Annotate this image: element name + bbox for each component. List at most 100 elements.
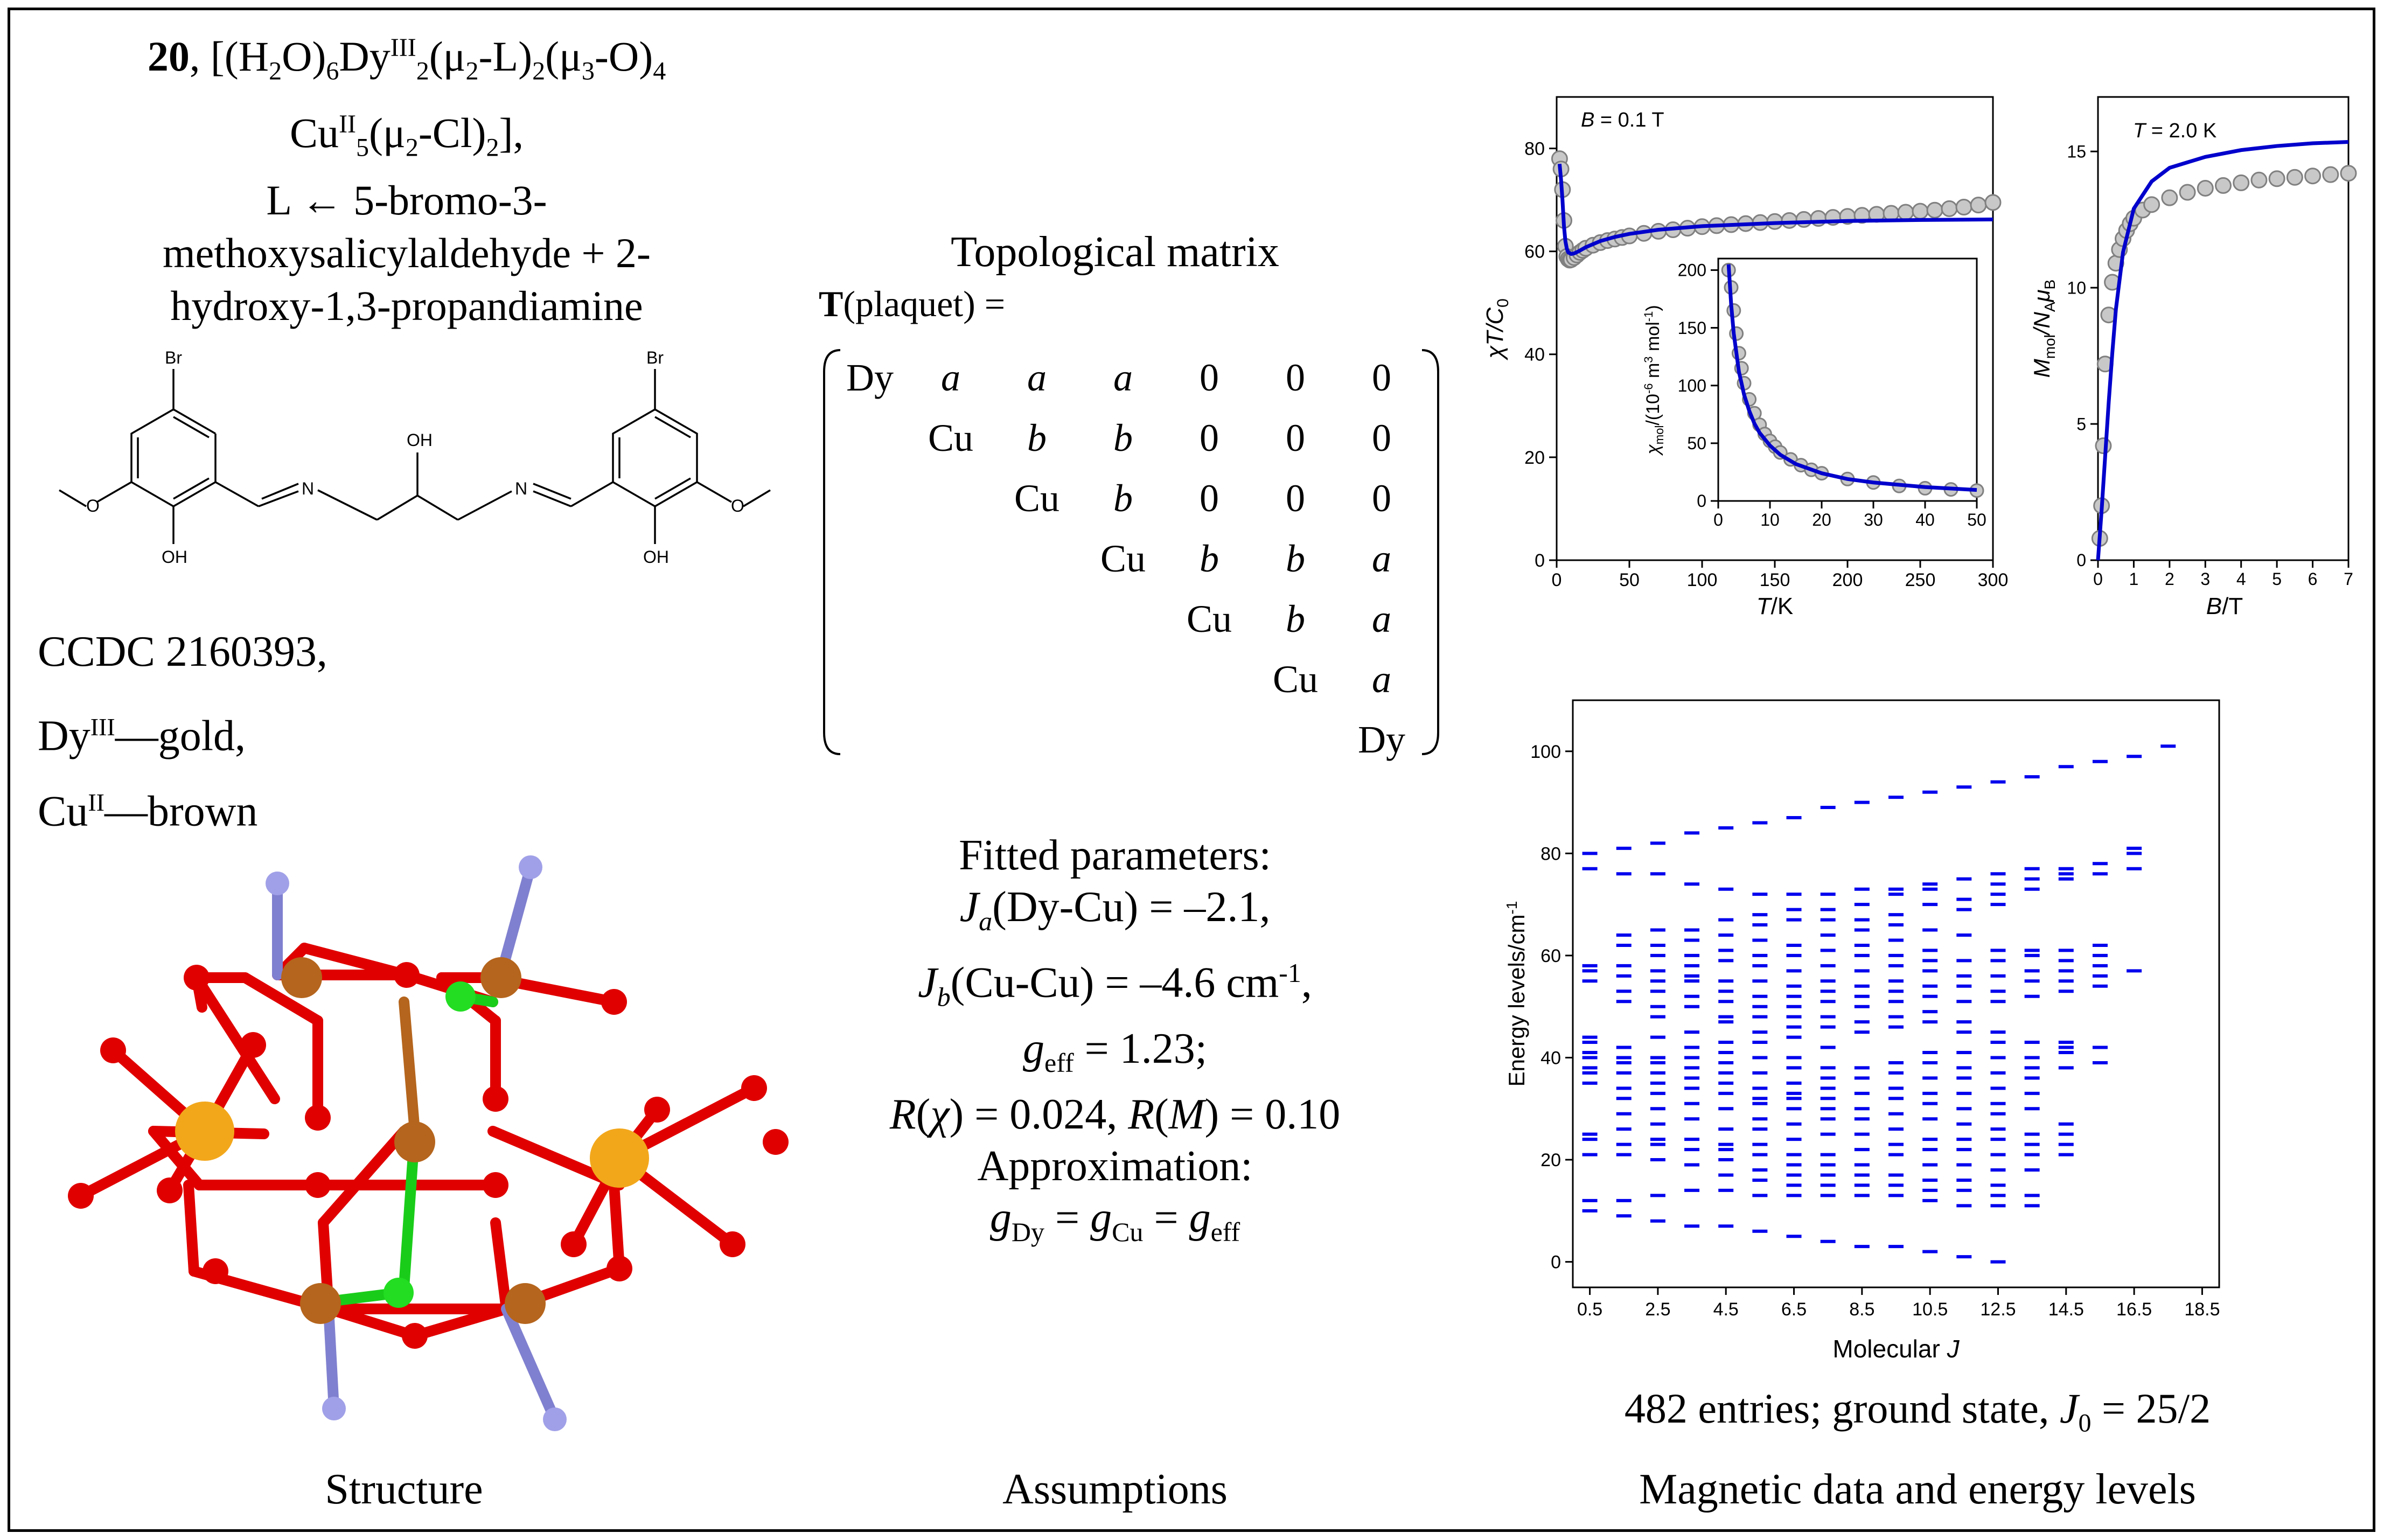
inset-ytick-3: 150 [1678,318,1706,338]
entries-line: 482 entries; ground state, J0 = 25/2 [1624,1385,2211,1438]
energy-xtick-2: 4.5 [1713,1299,1739,1320]
energy-xtick-3: 6.5 [1781,1299,1807,1320]
approx-title: Approximation: [977,1142,1253,1190]
caption-magnetic: Magnetic data and energy levels [1639,1466,2196,1513]
mag-point-24 [2340,165,2357,182]
mag-plot-area [2097,96,2350,561]
chi-chart-title: B = 0.1 T [1581,109,1664,131]
matrix-cell-r1-c1: Cu [928,416,974,459]
chi-inset-chart: 0 10 20 30 40 50 0 50 100 150 200 χmol/(10-6 m3 mol… [1642,257,1986,529]
inset-ylabel: χmol/(10-6 m3 mol-1) [1642,305,1666,456]
energy-ytick-0: 0 [1551,1252,1561,1273]
right-ring [570,408,698,508]
mag-chart-title: T = 2.0 K [2133,120,2216,142]
chi-ytick-3: 60 [1524,242,1545,262]
oh-label-right: OH [643,547,669,567]
title-line-2: CuII5(μ2-Cl)2], [290,109,524,162]
inset-xtick-2: 20 [1812,510,1831,529]
figure-frame [8,8,2375,1532]
mag-xtick-2: 2 [2165,569,2174,589]
mag-ytick-2: 10 [2067,278,2086,297]
energy-ytick-4: 80 [1540,844,1561,864]
inset-xtick-1: 10 [1760,510,1780,529]
mag-point-13 [2143,196,2160,213]
matrix-cell-r4-c4: Cu [1186,597,1232,640]
matrix-cell-r0-c2: a [1027,356,1047,399]
nitrogen-atoms [266,855,567,1431]
chi-xlabel: T/K [1756,593,1793,619]
ja-line: Ja(Dy-Cu) = –2.1, [959,883,1271,936]
inset-xtick-5: 50 [1967,510,1986,529]
energy-ytick-1: 20 [1540,1150,1561,1170]
br-label-right: Br [646,348,664,367]
oxygen-atoms [68,962,789,1349]
energy-ylabel: Energy levels/cm-1 [1503,901,1529,1087]
inset-plot-area [1717,257,1978,502]
matrix-cell-r2-c5: 0 [1286,477,1305,520]
energy-ytick-5: 100 [1530,742,1561,762]
matrix-cell-r2-c3: b [1113,477,1133,520]
energy-xtick-9: 18.5 [2184,1299,2220,1320]
chi-xtick-1: 50 [1619,570,1640,590]
matrix-cell-r2-c2: Cu [1014,477,1060,520]
o-label-left: O [86,496,100,515]
energy-xtick-0: 0.5 [1577,1299,1602,1320]
mag-point-2 [2095,437,2112,455]
matrix-cell-r3-c4: b [1200,537,1219,580]
dysprosium-atoms [175,1102,649,1188]
inset-ytick-4: 200 [1678,261,1706,280]
caption-structure: Structure [325,1466,483,1513]
br-label-left: Br [165,348,182,367]
matrix-cell-r0-c1: a [941,356,960,399]
inset-ytick-1: 50 [1687,434,1706,453]
energy-xtick-1: 2.5 [1645,1299,1670,1320]
mag-point-14 [2161,189,2178,206]
mag-point-16 [2197,179,2214,197]
oh-label-center: OH [407,430,433,450]
crystal-structure [68,855,789,1431]
r-line: R(χ) = 0.024, R(M) = 0.10 [889,1090,1341,1138]
matrix-cell-r2-c4: 0 [1200,477,1219,520]
mag-ytick-0: 0 [2076,551,2086,570]
matrix-cell-r1-c2: b [1027,416,1047,459]
n-label-left: N [302,479,314,498]
chi-ytick-2: 40 [1524,345,1545,365]
mag-point-22 [2304,168,2322,185]
mag-xtick-0: 0 [2093,569,2103,589]
chi-point-41 [1941,200,1958,217]
chlorine-atoms [384,981,476,1308]
inset-xtick-0: 0 [1713,510,1723,529]
mag-xtick-3: 3 [2200,569,2210,589]
inset-xtick-3: 30 [1864,510,1883,529]
ccdc-line: CCDC 2160393, [38,628,327,675]
mag-xtick-1: 1 [2129,569,2139,589]
energy-ytick-2: 40 [1540,1048,1561,1068]
mag-point-23 [2322,166,2339,183]
matrix-cell-r5-c5: Cu [1272,658,1319,701]
inset-ytick-0: 0 [1697,491,1706,511]
matrix-cell-r0-c3: a [1113,356,1133,399]
mag-xtick-4: 4 [2236,569,2246,589]
chi-ytick-4: 80 [1524,138,1545,159]
mag-fit-line [2096,140,2349,561]
chi-xtick-4: 200 [1832,570,1863,590]
energy-ytick-3: 60 [1540,946,1561,966]
matrix-cell-r0-c0: Dy [846,356,894,399]
fitted-title: Fitted parameters: [959,832,1271,879]
mag-point-18 [2233,174,2250,191]
matrix-cell-r3-c6: a [1372,537,1391,580]
title-line-3: L ← 5-bromo-3- [266,177,547,224]
o-label-right: O [731,496,744,515]
mag-ytick-3: 15 [2067,142,2086,161]
mag-xtick-6: 6 [2308,569,2318,589]
mag-xtick-5: 5 [2272,569,2282,589]
title-line-5: hydroxy-1,3-propandiamine [170,282,643,330]
chi-point-44 [1984,194,2002,211]
title-line-1: 20, [(H2O)6DyIII2(μ2-L)2(μ3-O)4 [147,33,666,86]
chi-point-31 [1795,211,1813,228]
mag-point-17 [2215,177,2232,194]
dy-color-line: DyIII—gold, [38,712,246,760]
chi-xtick-0: 0 [1552,570,1562,590]
chi-xtick-3: 150 [1760,570,1790,590]
